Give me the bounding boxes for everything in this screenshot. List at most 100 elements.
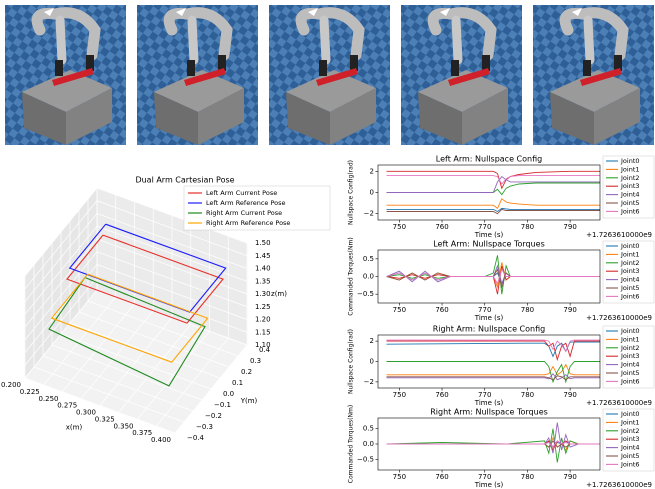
legend-label: Joint4 — [620, 444, 640, 452]
legend-label: Joint0 — [620, 327, 640, 335]
legend-label: Joint0 — [620, 410, 640, 418]
y-tick-label: 0.0 — [223, 390, 234, 398]
x-tick-label: 790 — [563, 391, 576, 399]
x-axis-label: Time (s) — [474, 481, 504, 489]
x-tick-label: 790 — [563, 306, 576, 314]
z-axis-label: z(m) — [271, 290, 287, 298]
chart-title: Left Arm: Nullspace Torques — [433, 240, 545, 249]
x-tick-label: 750 — [393, 223, 406, 231]
x-tick-label: 0.325 — [95, 415, 115, 423]
y-tick-label: 2 — [370, 337, 374, 345]
legend-label: Joint5 — [620, 199, 640, 207]
x-tick-label: 760 — [435, 473, 448, 481]
z-tick-label: 1.25 — [255, 303, 271, 311]
legend: Left Arm Current Pose Left Arm Reference … — [184, 186, 330, 230]
y-tick-label: 0.0 — [363, 440, 374, 448]
x-axis-label: Time (s) — [474, 399, 504, 407]
legend-label: Joint6 — [620, 207, 640, 215]
legend-label: Joint1 — [620, 165, 640, 173]
legend-label: Joint2 — [620, 427, 640, 435]
x-tick-label: 770 — [478, 473, 491, 481]
legend-label: Joint1 — [620, 335, 640, 343]
legend-label: Joint6 — [620, 460, 640, 468]
legend-label: Joint5 — [620, 284, 640, 292]
legend-label: Joint4 — [620, 361, 640, 369]
x-tick-label: 770 — [478, 306, 491, 314]
legend-label: Joint1 — [620, 418, 640, 426]
x-tick-label: 0.375 — [132, 429, 152, 437]
x-tick-label: 750 — [393, 306, 406, 314]
x-tick-label: 760 — [435, 391, 448, 399]
y-tick-label: 0.3 — [250, 357, 261, 365]
y-tick-label: 0.5 — [363, 425, 374, 433]
y-axis-label: Commanded Torques(Nm) — [348, 237, 355, 315]
y-axis-label: Nullspace Config(rad) — [348, 329, 355, 394]
z-tick-label: 1.20 — [255, 316, 271, 324]
legend-label: Left Arm Reference Pose — [206, 199, 286, 207]
z-tick-label: 1.50 — [255, 239, 271, 247]
y-tick-label: 0.5 — [363, 255, 374, 263]
x-tick-label: 0.225 — [20, 388, 40, 396]
chart-title: Left Arm: Nullspace Config — [436, 155, 542, 164]
x-tick-label: 750 — [393, 473, 406, 481]
chart-title: Right Arm: Nullspace Config — [433, 325, 545, 334]
legend-label: Joint2 — [620, 174, 640, 182]
x-tick-label: 780 — [521, 473, 534, 481]
x-tick-label: 0.200 — [1, 381, 21, 389]
x-tick-label: 780 — [521, 391, 534, 399]
y-tick-label: 2 — [370, 167, 374, 175]
legend-label: Joint1 — [620, 250, 640, 258]
legend-label: Joint6 — [620, 377, 640, 385]
z-tick-label: 1.40 — [255, 265, 271, 273]
y-tick-label: 0 — [370, 189, 374, 197]
y-axis-label: Nullspace Config(rad) — [348, 160, 355, 225]
y-axis-label: Y(m) — [240, 397, 258, 405]
x-axis-label: x(m) — [66, 424, 83, 432]
x-tick-label: 0.350 — [113, 422, 133, 430]
y-axis-label: Commanded Torques(Nm) — [348, 405, 355, 483]
legend-label: Joint3 — [620, 435, 640, 443]
legend-label: Joint0 — [620, 242, 640, 250]
x-tick-label: 790 — [563, 223, 576, 231]
x-offset-label: +1.7263610000e9 — [586, 481, 652, 489]
x-tick-label: 770 — [478, 391, 491, 399]
x-tick-label: 770 — [478, 223, 491, 231]
y-tick-label: −0.5 — [357, 455, 374, 463]
legend-label: Right Arm Reference Pose — [206, 219, 290, 227]
legend-label: Right Arm Current Pose — [206, 209, 282, 217]
x-tick-label: 0.400 — [151, 436, 171, 444]
x-tick-label: 0.275 — [57, 402, 77, 410]
x-offset-label: +1.7263610000e9 — [586, 314, 652, 322]
x-axis-label: Time (s) — [474, 314, 504, 322]
y-tick-label: −0.5 — [357, 290, 374, 298]
legend-label: Joint5 — [620, 452, 640, 460]
render-strip — [5, 5, 654, 145]
z-tick-label: 1.35 — [255, 277, 271, 285]
y-tick-label: −0.1 — [214, 401, 231, 409]
y-tick-label: −0.4 — [187, 434, 205, 442]
x-axis-label: Time (s) — [474, 231, 504, 239]
x-tick-label: 0.300 — [76, 409, 96, 417]
y-tick-label: −0.2 — [205, 412, 222, 420]
render-frame — [5, 5, 126, 145]
legend: Joint0Joint1Joint2Joint3Joint4Joint5Join… — [603, 409, 654, 471]
legend-label: Joint4 — [620, 276, 640, 284]
z-tick-label: 1.30 — [255, 290, 271, 298]
legend-label: Joint2 — [620, 259, 640, 267]
z-tick-label: 1.45 — [255, 252, 271, 260]
figure: 0.2000.2250.2500.2750.3000.3250.3500.375… — [0, 0, 655, 489]
legend-label: Joint0 — [620, 157, 640, 165]
legend-label: Left Arm Current Pose — [206, 189, 277, 197]
plots: 0.2000.2250.2500.2750.3000.3250.3500.375… — [1, 155, 654, 489]
x-offset-label: +1.7263610000e9 — [586, 231, 652, 239]
x-tick-label: 760 — [435, 223, 448, 231]
y-tick-label: −0.3 — [196, 423, 213, 431]
y-tick-label: −2 — [364, 210, 374, 218]
x-offset-label: +1.7263610000e9 — [586, 399, 652, 407]
legend-label: Joint6 — [620, 292, 640, 300]
chart-title: Right Arm: Nullspace Torques — [430, 408, 548, 417]
z-tick-label: 1.10 — [255, 341, 271, 349]
y-tick-label: 0 — [370, 358, 374, 366]
y-tick-label: 0.1 — [232, 379, 243, 387]
legend: Joint0Joint1Joint2Joint3Joint4Joint5Join… — [603, 156, 654, 218]
